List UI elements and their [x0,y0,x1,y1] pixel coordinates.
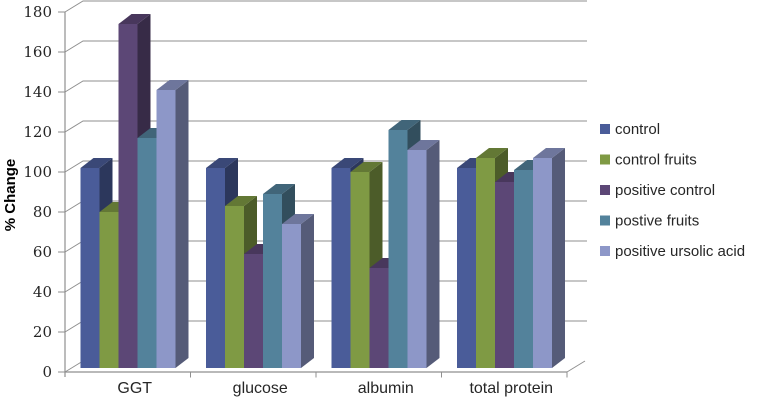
legend-label: control fruits [615,152,697,169]
bar-control-fruits-total-protein [476,158,495,368]
bar-control-glucose [206,168,225,368]
bar-positive-ursolic-acid-total-protein-side [552,148,565,368]
bar-control-fruits-total-protein-top [476,148,508,158]
bar-postive-fruits-glucose-top [263,184,295,194]
gridline [64,80,587,93]
bar-control-glucose-top [206,158,238,168]
bar-positive-ursolic-acid-total-protein-top [533,148,565,158]
y-tick-label: 140 [23,83,52,101]
bar-positive-ursolic-acid-albumin-side [426,140,440,368]
bar-positive-ursolic-acid-GGT [156,90,176,368]
bar-postive-fruits-albumin-top [388,120,421,130]
bar-positive-control-total-protein [495,182,514,368]
bar-control-fruits-albumin [350,172,370,368]
legend-swatch-postive-fruits [600,215,610,226]
y-tick-label: 0 [42,363,52,381]
gridline [64,0,587,13]
legend-label: positive control [615,182,715,199]
floor-right-edge [566,360,586,373]
y-tick-label: 60 [33,243,52,261]
bar-control-GGT-top [80,158,113,168]
bar-control-fruits-glucose-top [225,196,257,206]
bar-positive-ursolic-acid-glucose [282,224,301,368]
x-category-label: total protein [469,380,553,397]
x-category-label: glucose [233,380,288,397]
bar-positive-ursolic-acid-albumin-top [407,140,440,150]
bar-postive-fruits-GGT [137,138,157,368]
y-tick-label: 80 [33,203,52,221]
legend-swatch-control [600,124,610,134]
legend-swatch-control-fruits [600,154,610,165]
bar-postive-fruits-glucose [263,194,282,368]
bar-control-fruits-albumin-top [350,162,383,172]
y-tick-label: 40 [33,283,52,301]
floor-left-edge [64,360,84,373]
bar-positive-ursolic-acid-glucose-side [301,214,314,368]
bar-postive-fruits-albumin [388,130,408,368]
legend-label: positive ursolic acid [615,243,745,260]
bar-positive-control-glucose [244,254,263,368]
bar-control-total-protein [457,168,476,368]
y-axis-title: % Change [2,159,19,232]
legend-swatch-positive-ursolic-acid [600,246,610,256]
y-tick-label: 160 [23,43,52,61]
bar-positive-control-GGT-top [118,14,151,24]
bar-postive-fruits-total-protein [514,170,533,368]
bar-positive-ursolic-acid-glucose-top [282,214,314,224]
x-category-label: albumin [358,380,414,397]
bar-positive-ursolic-acid-GGT-side [175,80,189,368]
bar-positive-ursolic-acid-albumin [407,150,427,368]
bar-control-albumin [331,168,351,368]
legend-swatch-positive-control [600,185,610,195]
bar-positive-ursolic-acid-GGT-top [156,80,189,90]
bar-positive-control-albumin [369,268,389,368]
legend-label: postive fruits [615,213,699,230]
bar-control-fruits-GGT [99,212,119,368]
bar-control-albumin-top [331,158,364,168]
gridline [64,40,587,53]
legend-label: control [615,121,660,138]
x-category-label: GGT [117,380,152,397]
bar-control-GGT [80,168,100,368]
y-tick-label: 180 [23,3,52,21]
y-tick-label: 20 [33,323,52,341]
bar-positive-control-GGT [118,24,138,368]
bar-positive-ursolic-acid-total-protein [533,158,552,368]
bar-control-fruits-glucose [225,206,244,368]
y-tick-label: 100 [23,163,52,181]
y-tick-label: 120 [23,123,52,141]
